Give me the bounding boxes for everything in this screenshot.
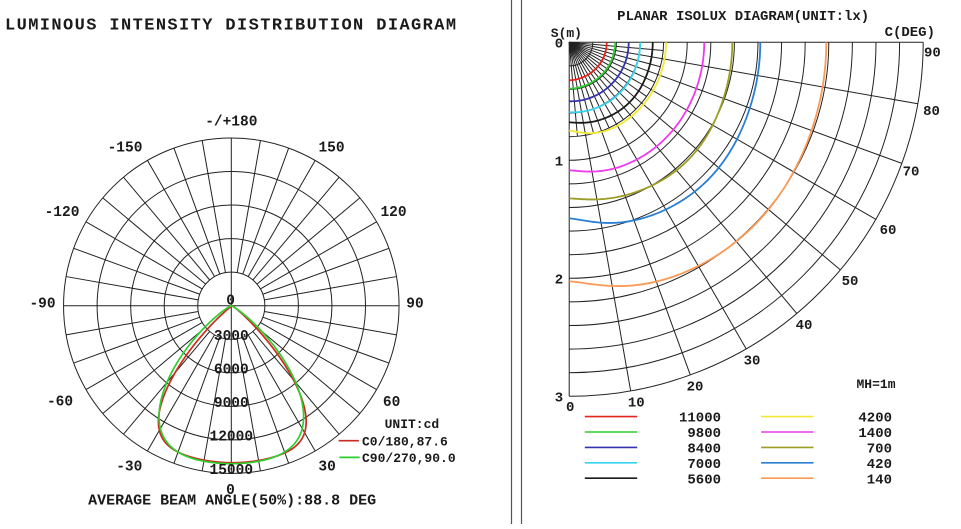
svg-text:7000: 7000 bbox=[687, 457, 721, 473]
svg-text:MH=1m: MH=1m bbox=[856, 377, 895, 392]
svg-text:120: 120 bbox=[380, 205, 406, 221]
svg-text:-90: -90 bbox=[29, 297, 55, 313]
svg-text:C90/270,90.0: C90/270,90.0 bbox=[362, 451, 456, 466]
svg-text:1: 1 bbox=[555, 154, 563, 170]
svg-text:150: 150 bbox=[318, 141, 344, 157]
svg-text:1400: 1400 bbox=[858, 426, 892, 442]
svg-text:S(m): S(m) bbox=[551, 26, 582, 41]
svg-text:LUMINOUS INTENSITY DISTRIBUTIO: LUMINOUS INTENSITY DISTRIBUTION DIAGRAM bbox=[5, 17, 457, 36]
svg-text:90: 90 bbox=[406, 297, 423, 313]
svg-text:90: 90 bbox=[924, 45, 941, 61]
svg-text:60: 60 bbox=[383, 395, 400, 411]
svg-text:15000: 15000 bbox=[210, 463, 254, 479]
svg-text:60: 60 bbox=[880, 223, 897, 239]
svg-text:UNIT:cd: UNIT:cd bbox=[385, 417, 440, 432]
svg-text:-30: -30 bbox=[116, 460, 142, 476]
svg-text:C0/180,87.6: C0/180,87.6 bbox=[362, 434, 448, 449]
svg-text:3000: 3000 bbox=[214, 329, 249, 345]
svg-text:11000: 11000 bbox=[679, 411, 721, 427]
svg-text:20: 20 bbox=[687, 379, 704, 395]
svg-text:0: 0 bbox=[226, 293, 235, 309]
svg-text:5600: 5600 bbox=[687, 472, 721, 488]
svg-text:70: 70 bbox=[903, 164, 920, 180]
svg-text:10: 10 bbox=[628, 395, 645, 411]
svg-text:PLANAR ISOLUX DIAGRAM(UNIT:lx): PLANAR ISOLUX DIAGRAM(UNIT:lx) bbox=[617, 9, 869, 25]
svg-text:12000: 12000 bbox=[210, 429, 254, 445]
svg-text:40: 40 bbox=[796, 318, 813, 334]
svg-text:30: 30 bbox=[318, 460, 335, 476]
svg-text:700: 700 bbox=[867, 442, 892, 458]
svg-text:9800: 9800 bbox=[687, 426, 721, 442]
svg-text:2: 2 bbox=[555, 272, 563, 288]
svg-text:420: 420 bbox=[867, 457, 892, 473]
svg-text:-150: -150 bbox=[108, 141, 143, 157]
svg-text:0: 0 bbox=[555, 36, 563, 52]
svg-text:6000: 6000 bbox=[214, 362, 249, 378]
svg-text:50: 50 bbox=[842, 274, 859, 290]
svg-text:4200: 4200 bbox=[858, 411, 892, 427]
svg-text:140: 140 bbox=[867, 472, 892, 488]
svg-text:-60: -60 bbox=[47, 395, 73, 411]
svg-text:8400: 8400 bbox=[687, 442, 721, 458]
svg-text:80: 80 bbox=[923, 104, 940, 120]
svg-text:3: 3 bbox=[555, 390, 563, 406]
svg-text:AVERAGE BEAM ANGLE(50%):88.8 D: AVERAGE BEAM ANGLE(50%):88.8 DEG bbox=[88, 493, 376, 510]
svg-text:30: 30 bbox=[744, 353, 761, 369]
svg-text:0: 0 bbox=[226, 483, 235, 499]
svg-text:9000: 9000 bbox=[214, 396, 249, 412]
svg-text:0: 0 bbox=[566, 400, 574, 416]
svg-text:-120: -120 bbox=[45, 205, 80, 221]
svg-text:C(DEG): C(DEG) bbox=[885, 25, 935, 41]
svg-text:-/+180: -/+180 bbox=[205, 115, 257, 131]
